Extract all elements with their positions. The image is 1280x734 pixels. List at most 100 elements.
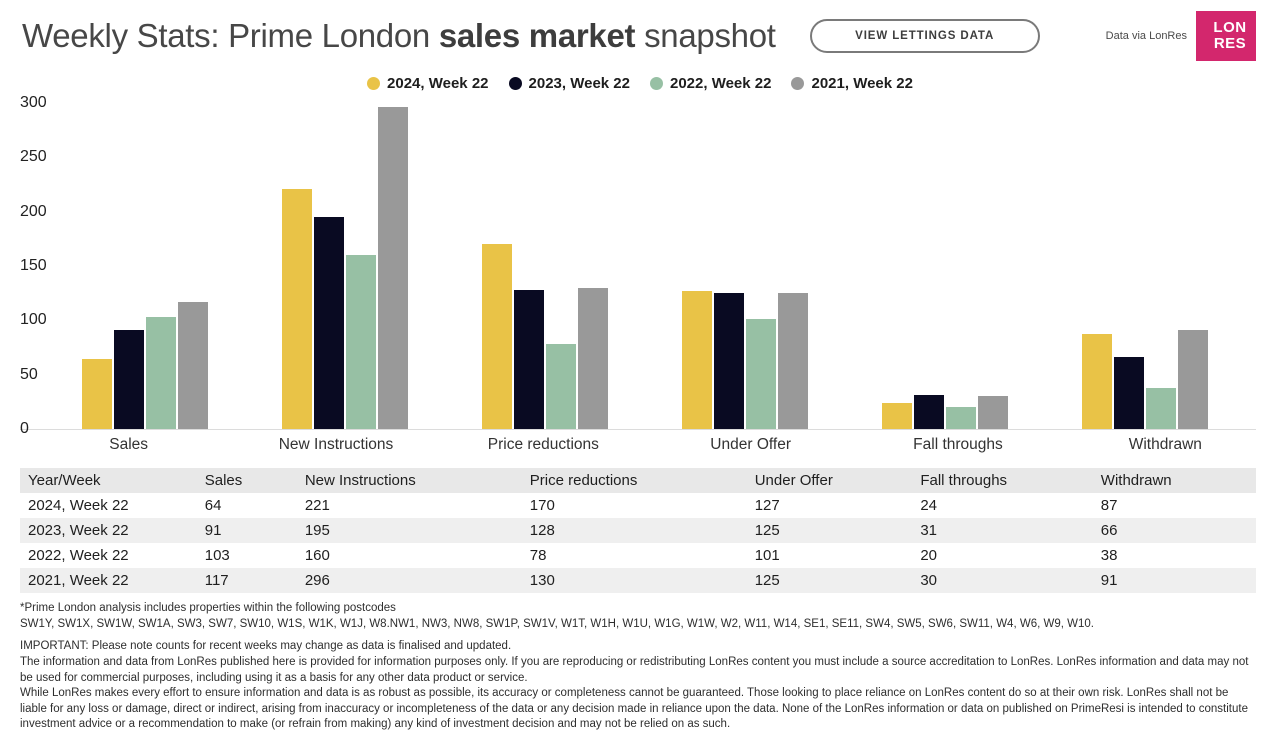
row-value: 64 [204,497,222,514]
row-year-week: 2021, Week 22 [28,572,129,589]
y-axis-tick-label: 0 [20,420,29,437]
bar-new-instructions-2024 [282,188,312,429]
bar-new-instructions-2023 [314,217,344,429]
column-header: Under Offer [754,472,833,489]
view-lettings-data-button[interactable]: VIEW LETTINGS DATA [809,19,1040,53]
legend-item-2022[interactable]: 2022, Week 22 [650,75,771,92]
chart-legend: 2024, Week 22 2023, Week 22 2022, Week 22 2… [0,74,1280,92]
row-value: 38 [1100,547,1118,564]
table-row: 2022, Week 22 103 160 78 101 20 38 [20,543,1256,568]
y-axis-tick-label: 50 [20,365,38,383]
bar-under-offer-2023 [714,293,744,429]
postcode-list: SW1Y, SW1X, SW1W, SW1A, SW3, SW7, SW10, … [20,617,1094,630]
legend-label: 2024, Week 22 [387,74,489,92]
table-row: 2024, Week 22 64 221 170 127 24 87 [20,493,1256,518]
bar-withdrawn-2022 [1146,387,1176,429]
lonres-logo-line1: LON [1213,19,1247,36]
legend-label: 2021, Week 22 [811,74,913,92]
x-axis-label: Withdrawn [1128,436,1202,453]
row-value: 31 [920,522,938,539]
page-header: Weekly Stats: Prime London sales market … [0,0,1280,62]
column-header: Fall throughs [920,472,1008,489]
legend-dot-icon [650,76,663,90]
row-value: 125 [754,572,780,589]
bar-fall-throughs-2023 [914,395,944,429]
footnotes: *Prime London analysis includes properti… [20,601,1256,733]
bar-new-instructions-2021 [378,107,408,429]
x-axis-label: Fall throughs [913,436,1003,453]
lonres-logo-line2: RES [1213,35,1247,52]
bar-fall-throughs-2022 [946,407,976,429]
row-value: 87 [1100,497,1118,514]
row-year-week: 2023, Week 22 [28,522,129,539]
page-title-bold: sales market [438,17,636,54]
bar-sales-2023 [114,330,144,429]
x-axis-label: Price reductions [487,436,599,453]
bar-chart: 300 250 200 150 100 50 0 [20,94,1256,437]
row-value: 101 [754,547,780,564]
bar-price-reductions-2021 [578,287,608,429]
bar-group-new-instructions [245,103,445,429]
row-value: 125 [754,522,780,539]
legend-dot-icon [367,76,381,90]
x-axis-category-labels: Sales New Instructions Price reductions Und… [25,436,1269,454]
table-header: Year/Week Sales New Instructions Price redu… [20,468,1256,493]
row-value: 130 [529,572,555,589]
bar-price-reductions-2023 [514,289,544,429]
column-header: Year/Week [28,472,101,489]
bar-under-offer-2024 [682,291,712,429]
disclaimer-2: While LonRes makes every effort to ensur… [20,687,1248,731]
y-axis-tick-label: 150 [20,257,47,274]
row-value: 103 [204,547,230,564]
row-value: 66 [1100,522,1118,539]
bar-fall-throughs-2024 [882,402,912,429]
bar-fall-throughs-2021 [978,396,1008,429]
row-value: 91 [1100,572,1118,589]
y-axis-tick-label: 100 [20,311,47,329]
x-axis-baseline [20,429,1256,430]
important-note: IMPORTANT: Please note counts for recent… [20,640,512,653]
y-axis-tick-label: 300 [20,94,47,111]
chart-plot-area [45,103,1245,429]
row-year-week: 2024, Week 22 [28,497,129,514]
bar-price-reductions-2024 [482,244,512,429]
column-header: Price reductions [529,472,638,489]
x-axis-label: Sales [109,436,149,453]
legend-item-2024[interactable]: 2024, Week 22 [367,74,489,92]
bar-withdrawn-2023 [1114,357,1144,429]
row-value: 24 [920,497,938,514]
legend-item-2023[interactable]: 2023, Week 22 [508,74,630,92]
bar-group-withdrawn [1045,103,1245,429]
y-axis-tick-label: 250 [20,148,47,166]
bar-withdrawn-2024 [1082,334,1112,429]
bar-sales-2024 [82,359,112,429]
page-title: Weekly Stats: Prime London sales market … [22,17,810,55]
bar-new-instructions-2022 [346,255,376,429]
legend-dot-icon [508,76,522,90]
bar-group-sales [45,103,245,429]
weekly-stats-table: Year/Week Sales New Instructions Price redu… [20,468,1256,593]
row-value: 91 [204,522,222,539]
disclaimer-1: The information and data from LonRes pub… [20,655,1249,684]
x-axis-label: Under Offer [710,436,791,453]
row-value: 20 [920,547,938,564]
legend-item-2021[interactable]: 2021, Week 22 [791,74,913,92]
row-value: 221 [304,497,330,514]
row-value: 170 [529,497,555,514]
legend-label: 2023, Week 22 [528,74,630,92]
lonres-logo: LON RES [1196,11,1256,61]
bar-under-offer-2022 [746,319,776,429]
bar-sales-2021 [178,301,208,429]
row-value: 117 [204,572,229,589]
row-value: 195 [304,522,330,539]
legend-label: 2022, Week 22 [670,74,772,92]
row-value: 78 [529,547,547,564]
bar-group-price-reductions [445,103,645,429]
bar-sales-2022 [146,317,176,429]
column-header: New Instructions [304,472,416,489]
page-title-suffix: snapshot [635,17,776,54]
x-axis-label: New Instructions [278,436,394,453]
column-header: Sales [204,472,243,489]
y-axis-tick-label: 200 [20,202,47,220]
bar-withdrawn-2021 [1178,330,1208,429]
